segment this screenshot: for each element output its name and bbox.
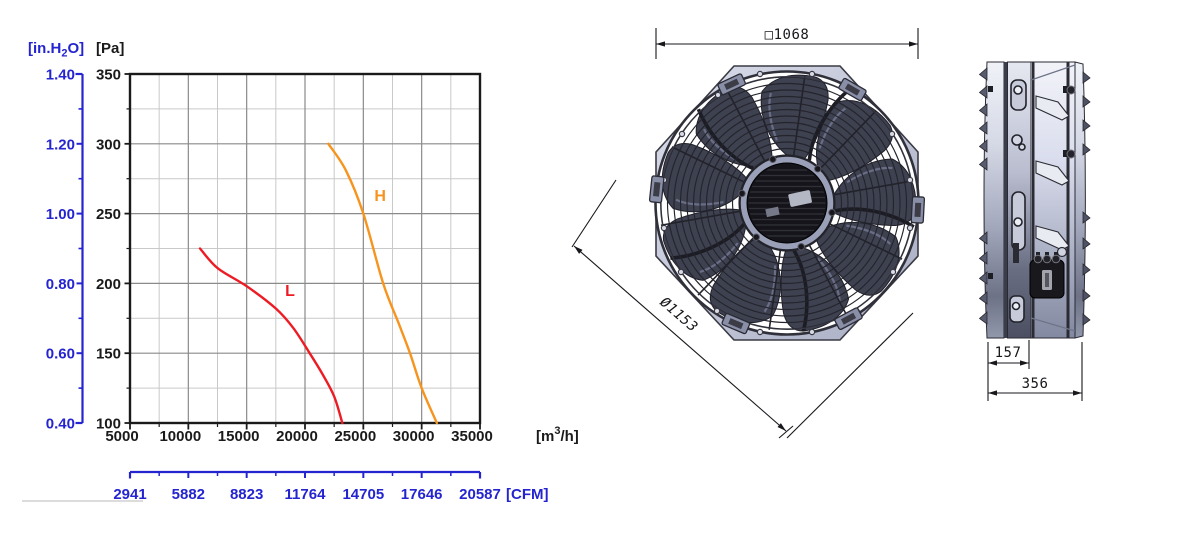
svg-text:0.80: 0.80	[46, 276, 75, 293]
svg-text:0.60: 0.60	[46, 346, 75, 363]
svg-text:350: 350	[96, 67, 121, 84]
svg-text:14705: 14705	[342, 486, 384, 503]
x-axis-unit-m3h: [m3/h]	[536, 425, 579, 445]
svg-text:17646: 17646	[401, 486, 443, 503]
curve-L	[198, 247, 344, 425]
front-diameter-dimension-label: Ø1153	[657, 294, 701, 335]
front-width-dimension-label: □1068	[765, 27, 810, 43]
panel-gap	[1004, 62, 1008, 338]
fan-side-view-drawing: 157 356	[978, 61, 1091, 401]
svg-text:1.20: 1.20	[46, 136, 75, 153]
svg-text:200: 200	[96, 276, 121, 293]
blade-tip-tabs	[978, 67, 1091, 326]
curve-label-L: L	[285, 283, 295, 300]
dimension-front-width: □1068	[655, 27, 919, 59]
motor-hub	[738, 155, 836, 251]
curve-label-H: H	[374, 188, 386, 205]
impeller-blades	[661, 74, 917, 332]
svg-text:35000: 35000	[451, 428, 493, 445]
svg-text:0.40: 0.40	[46, 416, 75, 433]
svg-text:1.40: 1.40	[46, 67, 75, 84]
plate-screws-and-clips	[648, 70, 926, 336]
flange-nub-top	[988, 86, 993, 92]
svg-text:20000: 20000	[276, 428, 318, 445]
fan-front-view-drawing: □1068 Ø1153	[571, 27, 926, 439]
svg-text:20587: 20587	[459, 486, 501, 503]
svg-text:150: 150	[96, 346, 121, 363]
svg-text:5000: 5000	[105, 428, 138, 445]
motor-label-plate	[788, 190, 812, 207]
side-blade-wedges	[1030, 62, 1076, 338]
dimension-side-depths: 157 356	[987, 340, 1083, 401]
chart-plot-area: 5000 10000 15000 20000 25000 30000 35000 350 300…	[46, 67, 501, 504]
svg-text:25000: 25000	[334, 428, 376, 445]
svg-text:10000: 10000	[159, 428, 201, 445]
svg-text:1.00: 1.00	[46, 206, 75, 223]
flange-nub-bottom	[988, 273, 993, 279]
wire-guard-grille	[660, 76, 915, 332]
brand-mark-vertical	[1013, 243, 1019, 263]
curve-H	[327, 142, 439, 425]
x-axis-unit-cfm: [CFM]	[506, 486, 548, 503]
svg-text:30000: 30000	[393, 428, 435, 445]
svg-text:15000: 15000	[218, 428, 260, 445]
y-axis-unit-inh2o: [in.H2O]	[28, 40, 84, 60]
svg-text:11764: 11764	[285, 486, 327, 503]
side-partial-depth-dimension-label: 157	[995, 345, 1022, 361]
motor-terminal	[765, 206, 780, 218]
svg-text:2941: 2941	[113, 486, 146, 503]
hub-bolts	[738, 155, 836, 251]
svg-text:250: 250	[96, 206, 121, 223]
svg-text:100: 100	[96, 416, 121, 433]
performance-chart: 5000 10000 15000 20000 25000 30000 35000 350 300…	[22, 40, 579, 503]
svg-text:5882: 5882	[172, 486, 205, 503]
side-total-depth-dimension-label: 356	[1022, 376, 1049, 392]
svg-text:300: 300	[96, 136, 121, 153]
y-axis-unit-pa: [Pa]	[96, 40, 124, 57]
panel-brackets	[1009, 79, 1027, 323]
svg-text:8823: 8823	[230, 486, 263, 503]
terminal-box	[1029, 252, 1065, 299]
